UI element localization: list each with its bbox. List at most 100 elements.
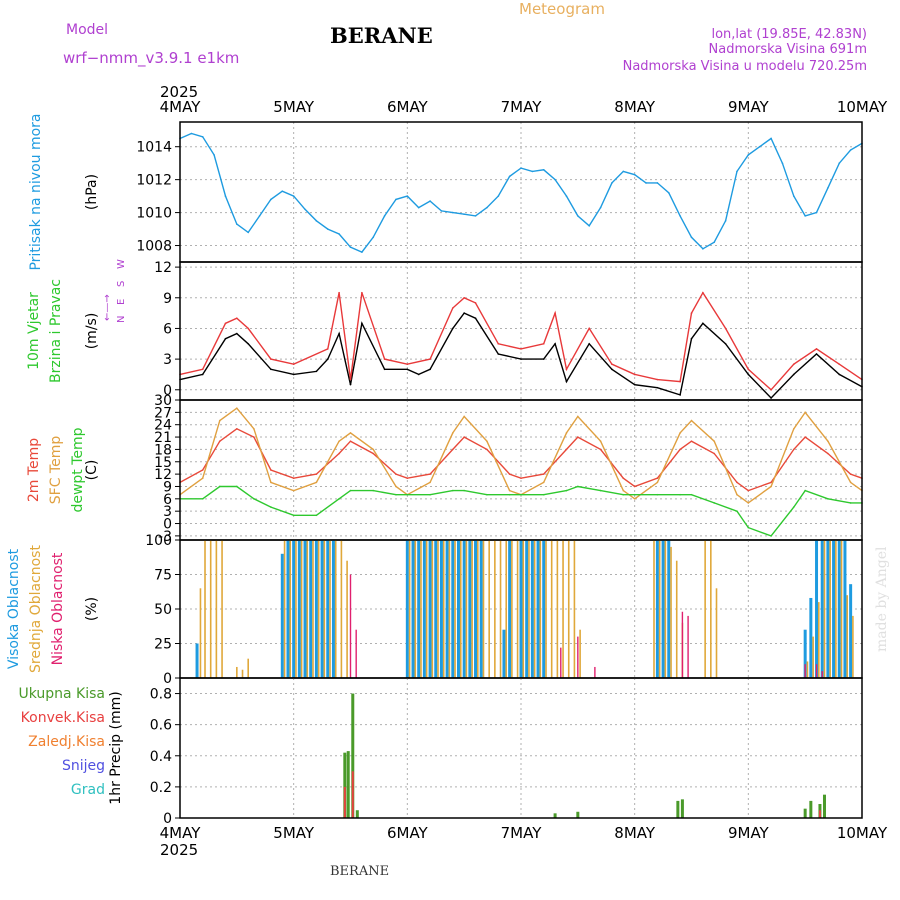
data-point [793, 428, 795, 430]
data-point [588, 342, 590, 345]
bar-visoka-oblacnost [542, 540, 546, 678]
data-point [497, 195, 500, 197]
legend-label: Pritisak na nivou mora [28, 113, 44, 270]
bar-visoka-oblacnost [280, 553, 284, 678]
bar-visoka-oblacnost [451, 540, 455, 678]
x-tick-label-bottom: 7MAY [501, 824, 543, 842]
data-point [690, 236, 693, 239]
data-point [554, 178, 556, 181]
y-tick-label: 50 [154, 602, 172, 618]
y-tick-label: 1014 [136, 140, 172, 156]
bar-visoka-oblacnost [849, 584, 853, 678]
data-point [253, 428, 255, 430]
y-axis-label: 1hr Precip (mm) [108, 691, 124, 804]
data-point [292, 489, 295, 492]
bar-visoka-oblacnost [314, 540, 318, 678]
data-point [281, 190, 284, 192]
bar-srednja-oblacnost [528, 540, 530, 678]
bar-srednja-oblacnost [533, 540, 536, 678]
data-point [611, 182, 613, 184]
data-point [758, 145, 761, 148]
data-point [395, 473, 397, 475]
y-axis-label: (C) [84, 460, 100, 481]
bar-srednja-oblacnost [539, 540, 542, 678]
bar-srednja-oblacnost [431, 540, 434, 678]
data-point [315, 481, 318, 484]
bar-srednja-oblacnost [658, 540, 661, 678]
data-point [633, 485, 636, 488]
bar-srednja-oblacnost [300, 540, 303, 678]
data-point [417, 206, 420, 209]
bar-visoka-oblacnost [439, 540, 443, 678]
watermark: made by Angel [874, 546, 890, 652]
x-tick-label-top: 7MAY [501, 98, 543, 116]
bar-srednja-oblacnost [852, 615, 854, 678]
data-point [804, 411, 806, 414]
x-tick-label-bottom: 10MAY [837, 824, 888, 842]
bar-niska-oblacnost [560, 647, 562, 678]
bar-ukupna-kisa [351, 693, 355, 818]
data-point [218, 440, 221, 442]
data-point [827, 187, 829, 189]
data-point [793, 506, 795, 508]
footer-station: BERANE [330, 864, 389, 879]
bar-niska-oblacnost [681, 611, 684, 678]
data-point [838, 162, 841, 164]
bar-visoka-oblacnost [815, 540, 819, 678]
y-tick-label: 3 [163, 352, 172, 368]
data-point [463, 312, 465, 314]
data-point [508, 493, 511, 496]
bar-srednja-oblacnost [806, 661, 809, 678]
data-point [190, 132, 193, 135]
bar-visoka-oblacnost [820, 540, 824, 678]
data-point [406, 477, 409, 480]
data-point [270, 481, 272, 484]
data-point [690, 440, 693, 442]
data-point [247, 342, 249, 345]
data-point [452, 307, 454, 309]
data-point [452, 327, 454, 330]
bar-srednja-oblacnost [340, 540, 343, 678]
data-point [838, 373, 841, 376]
bar-srednja-oblacnost [818, 602, 820, 678]
data-point [747, 368, 750, 371]
data-point [611, 368, 613, 371]
series-line-speed [179, 312, 863, 400]
data-point [440, 210, 443, 212]
bar-visoka-oblacnost [422, 540, 426, 678]
data-point [372, 236, 375, 239]
y-tick-label: 0 [163, 811, 172, 827]
data-point [565, 432, 568, 434]
data-point [201, 373, 204, 376]
data-point [542, 342, 545, 345]
data-point [349, 378, 352, 381]
bar-srednja-oblacnost [312, 540, 314, 678]
model-label: Model [66, 22, 108, 38]
bar-niska-oblacnost [687, 615, 689, 678]
data-point [463, 415, 465, 418]
data-point [690, 493, 693, 496]
x-tick-label-top: 5MAY [273, 98, 315, 116]
data-point [406, 195, 409, 197]
x-tick-label-top: 9MAY [728, 98, 770, 116]
bar-srednja-oblacnost [442, 540, 445, 678]
data-point [429, 368, 431, 371]
data-point [236, 485, 238, 488]
data-point [690, 337, 693, 340]
y-axis-label: (hPa) [84, 174, 100, 210]
y-tick-label: 0 [163, 517, 172, 533]
panel-precip: 0 0.2 0.4 0.6 0.8 1hr Precip (mm)Ukupna Kisa K… [18, 677, 863, 827]
data-point [611, 363, 613, 366]
data-point [849, 481, 852, 484]
data-point [361, 251, 363, 253]
data-point [645, 182, 647, 184]
data-point [838, 363, 841, 366]
bar-niska-oblacnost [349, 574, 352, 678]
data-point [270, 198, 272, 201]
bar-visoka-oblacnost [661, 540, 665, 678]
bar-srednja-oblacnost [499, 540, 502, 678]
data-point [793, 373, 795, 376]
data-point [486, 493, 488, 496]
panel-wind: 0 3 6 9 12 (m/s) 10m Vjetar Brzina i Pravac [26, 260, 863, 401]
